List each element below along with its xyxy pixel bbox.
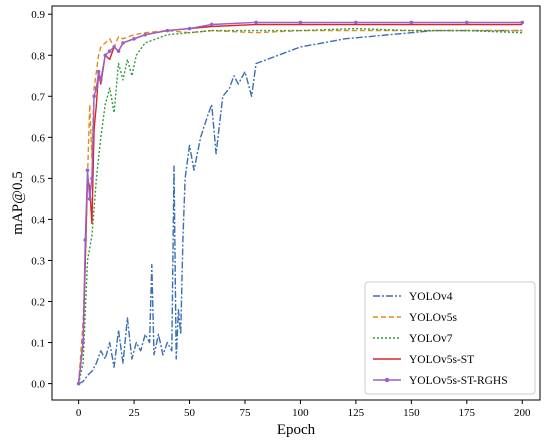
series-point [96, 69, 101, 74]
x-tick-label: 0 [76, 407, 82, 419]
series-point [409, 20, 414, 25]
series-point [90, 176, 94, 181]
y-tick-label: 0.4 [31, 214, 45, 226]
x-tick-label: 175 [459, 407, 476, 419]
series-point [465, 20, 469, 25]
series-point [99, 78, 103, 82]
series-point [85, 168, 90, 172]
y-tick-label: 0.7 [31, 91, 45, 103]
y-tick-label: 0.3 [31, 255, 45, 267]
x-tick-label: 25 [129, 407, 141, 419]
series-line-1 [77, 29, 523, 384]
series-point [76, 381, 81, 386]
series-point [94, 86, 99, 90]
plot-frame [51, 5, 541, 401]
series-point [187, 26, 192, 31]
legend-label: YOLOv5s-ST [409, 354, 474, 366]
series-point [112, 45, 116, 49]
series-point [298, 20, 303, 25]
series-point [209, 22, 214, 27]
y-tick-label: 0.2 [31, 297, 45, 309]
x-tick-label: 125 [348, 407, 365, 419]
series-point [132, 37, 136, 41]
x-axis-title: Epoch [277, 422, 316, 438]
x-axis: 0 25 50 75 100 125 150 175 200 [76, 400, 531, 419]
series-point [92, 94, 96, 99]
y-tick-label: 0.1 [31, 338, 45, 350]
series-point [103, 53, 108, 58]
series-point [254, 20, 258, 25]
series-point [107, 49, 112, 53]
x-tick-label: 150 [403, 407, 420, 419]
y-axis: 0.0 0.1 0.2 0.3 0.4 0.5 0.6 0.7 0.8 0.9 [31, 9, 52, 391]
series-point [116, 49, 121, 53]
legend-label: YOLOv5s [409, 312, 457, 324]
x-tick-label: 100 [292, 407, 309, 419]
legend: YOLOv4 YOLOv5s YOLOv7 YOLOv5s-ST YOLOv5s-ST-… [364, 281, 536, 395]
legend-label: YOLOv5s-ST-RGHS [409, 375, 508, 387]
x-tick-label: 50 [184, 407, 196, 419]
legend-box [364, 281, 536, 395]
legend-marker [384, 377, 390, 383]
y-tick-label: 0.8 [31, 50, 45, 62]
series-point [121, 41, 125, 45]
series-line-4 [77, 21, 523, 384]
series-point [520, 20, 525, 25]
series-line-0 [78, 29, 523, 385]
series-point [354, 20, 358, 25]
series-point [143, 32, 147, 37]
y-tick-label: 0.0 [31, 379, 45, 391]
y-axis-title: mAP@0.5 [10, 171, 26, 234]
plot-lines [76, 20, 525, 386]
x-tick-label: 200 [514, 407, 531, 419]
legend-label: YOLOv7 [409, 333, 453, 345]
series-point [87, 197, 92, 201]
series-line-2 [77, 27, 523, 384]
series-point [83, 238, 88, 242]
legend-label: YOLOv4 [409, 291, 453, 303]
series-point [81, 340, 85, 345]
y-tick-label: 0.5 [31, 173, 45, 185]
y-tick-label: 0.9 [31, 9, 45, 21]
y-tick-label: 0.6 [31, 132, 45, 144]
series-point [165, 28, 170, 33]
x-tick-label: 75 [239, 407, 251, 419]
